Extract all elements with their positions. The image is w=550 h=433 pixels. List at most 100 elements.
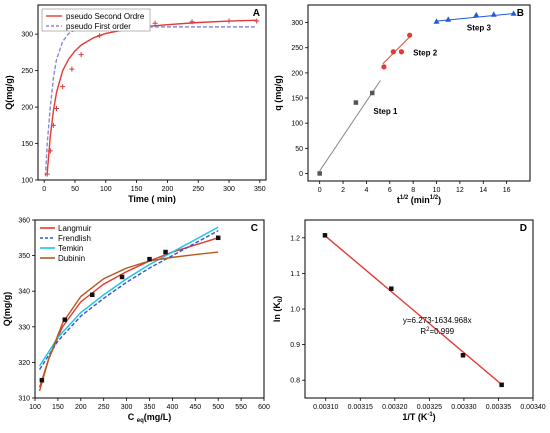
data-point [44,171,50,177]
x-tick-label: 0.00340 [520,404,545,411]
fit-line-temkin [38,226,219,367]
x-tick-label: 100 [100,186,112,193]
fit-line-step-2 [382,35,412,65]
data-point [69,66,75,72]
data-point [119,274,125,280]
data-point [53,106,59,112]
data-point [322,233,328,238]
x-tick-label: 50 [71,186,79,193]
y-tick-label: 150 [21,141,33,148]
x-tick-label: 550 [235,404,247,411]
data-point [215,235,221,241]
data-point [317,171,322,176]
panel-c: 100 150 200 250 300 350 400 450 500 550 600 310 320 3… [2,218,270,425]
legend-label: Langmuir [58,224,92,233]
x-axis-label: C eq(mg/L) [128,412,172,424]
data-point [62,317,68,322]
fit-line [324,235,503,386]
x-tick-label: 150 [52,404,64,411]
data-point [147,256,152,262]
x-axis-label: 1/T (K-1) [402,412,435,422]
x-tick-label: 16 [503,187,511,194]
data-point [390,49,396,55]
data-point [353,100,359,105]
data-point [90,292,95,298]
fit-line-dubinin [38,251,219,392]
data-point [510,10,517,16]
x-tick-label: 250 [98,404,110,411]
y-tick-label: 0 [299,171,303,178]
x-tick-label: 150 [131,186,143,193]
data-point [499,382,504,388]
data-point [445,16,452,22]
plot-frame [307,4,531,182]
x-axis-label: Time ( min) [128,194,176,204]
fit-line-step-1 [319,80,381,172]
data-point [163,249,168,255]
y-tick-label: 340 [18,289,30,296]
y-tick-label: 250 [291,45,303,52]
data-point [47,148,53,154]
data-point [370,90,375,96]
step-annotation: Step 2 [413,48,438,57]
x-tick-label: 0.00330 [451,404,476,411]
x-tick-label: 500 [212,404,224,411]
panel-letter: C [251,223,258,234]
x-tick-label: 0 [42,186,46,193]
y-tick-label: 100 [21,178,33,185]
data-point [97,33,103,39]
x-tick-label: 8 [411,187,415,194]
x-tick-label: 14 [479,187,487,194]
plot-frame [304,219,534,399]
y-tick-label: 300 [291,20,303,27]
data-point [460,353,466,358]
panel-letter: A [253,8,260,19]
x-tick-label: 100 [29,404,41,411]
y-tick-label: 50 [295,146,303,153]
x-tick-label: 0.00320 [382,404,407,411]
data-point [152,20,158,26]
data-point [78,52,84,58]
data-point [39,377,45,383]
x-tick-label: 350 [144,404,156,411]
data-point [381,64,387,70]
data-point [50,122,56,128]
y-tick-label: 1.1 [290,271,300,278]
y-axis-label: ln (K0) [272,296,284,322]
x-tick-label: 6 [388,187,392,194]
y-tick-label: 320 [18,360,30,367]
data-point [473,11,480,18]
x-tick-label: 300 [223,186,235,193]
legend-label: pseudo First order [66,22,131,31]
x-tick-label: 0.00325 [417,404,442,411]
fit-r-squared: R2=0.999 [420,327,454,336]
x-tick-label: 0.00310 [313,404,338,411]
step-annotation: Step 1 [373,107,398,116]
x-axis-label: t1/2 (min1/2) [397,195,441,205]
y-tick-label: 0.8 [290,378,300,385]
plot-frame [34,219,265,399]
y-tick-label: 250 [21,68,33,75]
data-point [389,286,394,291]
y-tick-label: 330 [18,324,30,331]
data-point [407,32,413,38]
legend-label: Dubinin [58,254,85,263]
x-tick-label: 0 [318,187,322,194]
x-tick-label: 0.00315 [348,404,373,411]
data-point [433,18,440,24]
data-point [60,84,66,90]
plot-frame [37,4,267,181]
y-axis-label: Q(mg/g) [2,292,12,327]
y-tick-label: 310 [18,396,30,403]
data-point [490,11,497,17]
x-tick-label: 12 [456,187,464,194]
y-tick-label: 0.9 [290,342,300,349]
x-tick-label: 400 [167,404,179,411]
y-tick-label: 350 [18,253,30,260]
x-tick-label: 600 [258,404,270,411]
legend-label: Temkin [58,244,83,253]
y-tick-label: 100 [291,121,303,128]
x-tick-label: 200 [75,404,87,411]
